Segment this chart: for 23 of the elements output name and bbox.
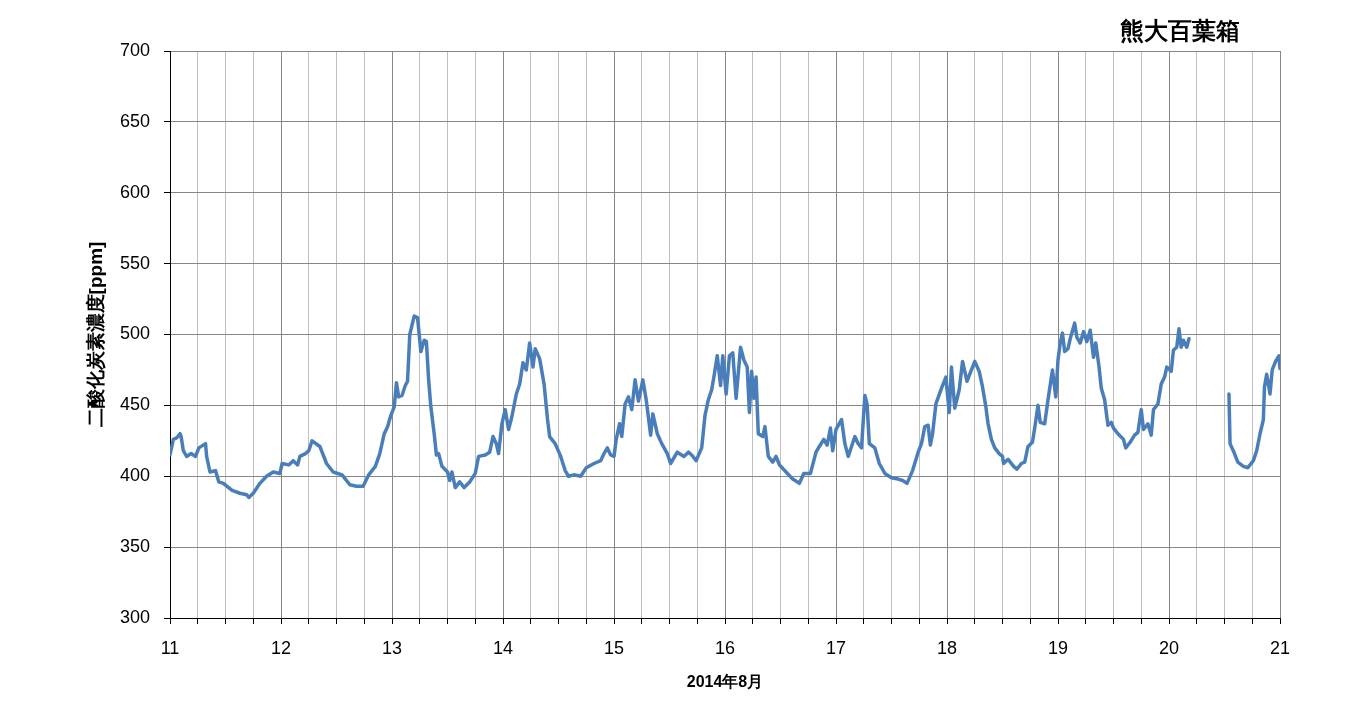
x-axis-title: 2014年8月	[686, 673, 764, 691]
x-tick-label: 20	[1158, 637, 1180, 658]
y-tick-label: 550	[119, 252, 150, 273]
x-tick-label: 14	[492, 637, 514, 658]
y-tick-label: 350	[119, 536, 150, 557]
x-tick-label: 18	[936, 637, 958, 658]
y-tick-label: 700	[119, 39, 150, 60]
x-tick-label: 19	[1047, 637, 1069, 658]
y-tick-label: 450	[119, 394, 150, 415]
y-tick-label: 400	[119, 465, 150, 486]
y-tick-label: 300	[119, 606, 150, 627]
x-tick-label: 13	[381, 637, 403, 658]
y-tick-label: 650	[119, 110, 150, 131]
x-tick-label: 11	[160, 637, 180, 658]
chart-title: 熊大百葉箱	[1120, 16, 1240, 44]
x-tick-label: 16	[714, 637, 736, 658]
y-axis-title: 二酸化炭素濃度[ppm]	[85, 241, 107, 428]
x-tick-label: 15	[603, 637, 625, 658]
x-tick-label: 21	[1269, 637, 1291, 658]
y-tick-label: 600	[119, 181, 150, 202]
y-tick-label: 500	[119, 323, 150, 344]
x-tick-label: 17	[825, 637, 847, 658]
x-tick-label: 12	[270, 637, 292, 658]
